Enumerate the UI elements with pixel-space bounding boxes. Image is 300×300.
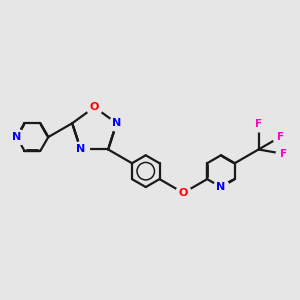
Text: N: N — [76, 145, 85, 154]
Text: F: F — [255, 119, 262, 129]
Text: N: N — [112, 118, 121, 128]
Text: N: N — [12, 132, 21, 142]
Text: O: O — [179, 188, 188, 198]
Text: N: N — [216, 182, 226, 192]
Text: F: F — [280, 149, 287, 159]
Text: O: O — [90, 102, 99, 112]
Text: F: F — [277, 132, 284, 142]
